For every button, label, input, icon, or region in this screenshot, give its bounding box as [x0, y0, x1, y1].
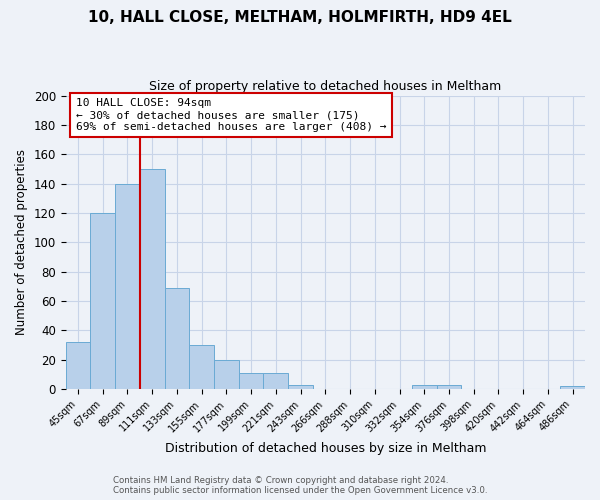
Bar: [288, 384, 313, 389]
Bar: [214, 360, 239, 389]
Bar: [560, 386, 585, 389]
Bar: [91, 213, 115, 389]
Bar: [164, 288, 190, 389]
Bar: [190, 345, 214, 389]
Text: 10 HALL CLOSE: 94sqm
← 30% of detached houses are smaller (175)
69% of semi-deta: 10 HALL CLOSE: 94sqm ← 30% of detached h…: [76, 98, 386, 132]
Title: Size of property relative to detached houses in Meltham: Size of property relative to detached ho…: [149, 80, 502, 93]
X-axis label: Distribution of detached houses by size in Meltham: Distribution of detached houses by size …: [164, 442, 486, 455]
Y-axis label: Number of detached properties: Number of detached properties: [15, 150, 28, 336]
Bar: [115, 184, 140, 389]
Bar: [412, 384, 437, 389]
Text: Contains HM Land Registry data © Crown copyright and database right 2024.
Contai: Contains HM Land Registry data © Crown c…: [113, 476, 487, 495]
Bar: [239, 373, 263, 389]
Text: 10, HALL CLOSE, MELTHAM, HOLMFIRTH, HD9 4EL: 10, HALL CLOSE, MELTHAM, HOLMFIRTH, HD9 …: [88, 10, 512, 25]
Bar: [263, 373, 288, 389]
Bar: [65, 342, 91, 389]
Bar: [140, 169, 164, 389]
Bar: [437, 384, 461, 389]
